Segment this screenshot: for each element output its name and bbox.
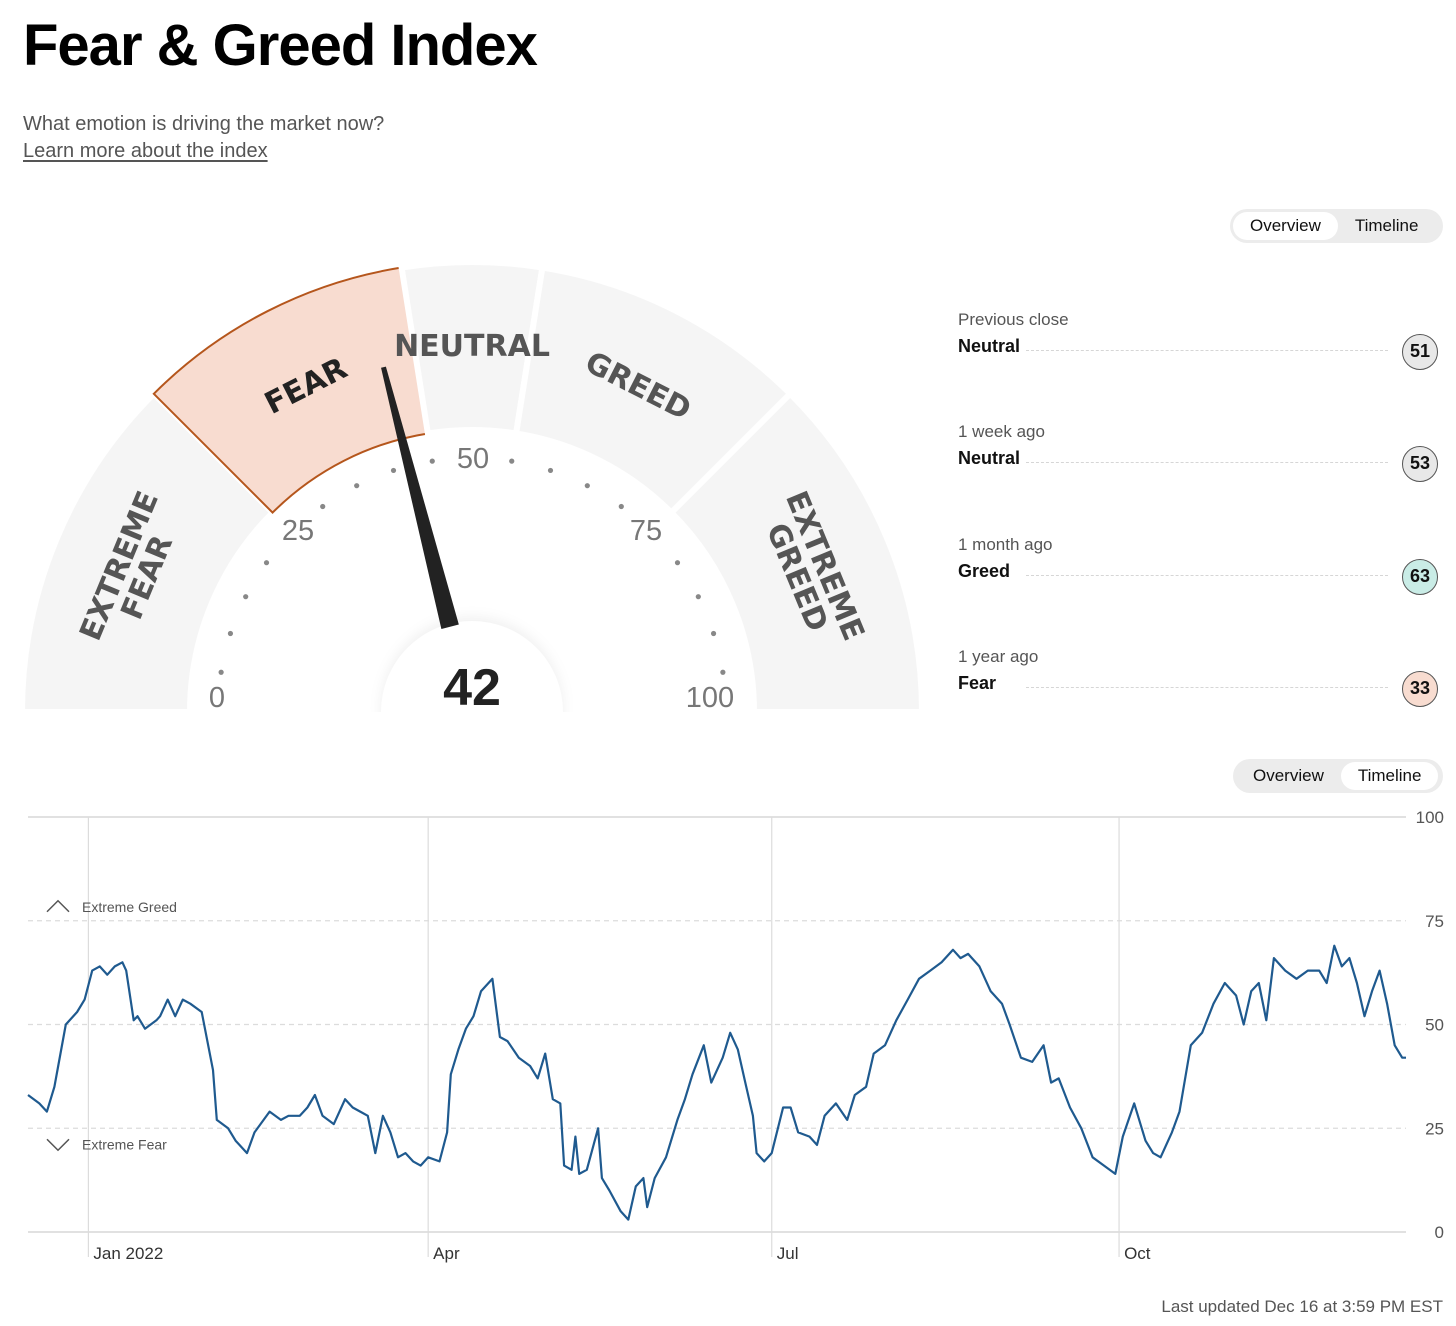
history-period: 1 year ago (958, 647, 1039, 666)
gauge-dot (227, 630, 234, 637)
gauge-dot (547, 467, 554, 474)
chevron-down-icon (46, 1138, 70, 1152)
x-tick-label: Jan 2022 (93, 1244, 163, 1263)
gauge-tick-labels: 0 25 50 75 100 (209, 443, 734, 714)
fear-greed-series-line (27, 944, 1406, 1221)
history-leader (1026, 462, 1388, 463)
y-tick-label: 0 (1435, 1223, 1444, 1242)
overview-tab[interactable]: Overview (1253, 766, 1324, 785)
gauge-dot (710, 630, 717, 637)
y-tick-label: 75 (1425, 912, 1444, 931)
learn-more-link[interactable]: Learn more about the index (23, 140, 268, 162)
history-row: 1 month ago Greed 63 (958, 525, 1438, 605)
gauge-dot (243, 594, 249, 600)
page-subtitle: What emotion is driving the market now? (23, 113, 385, 135)
history-score-badge: 33 (1402, 671, 1438, 707)
extreme-greed-label: Extreme Greed (82, 899, 177, 915)
gauge-dot (354, 483, 360, 489)
view-toggle-top: Overview Timeline (1230, 209, 1443, 243)
gauge-dot (674, 560, 681, 566)
gauge-dot (695, 594, 701, 600)
gauge-segment-extreme-greed (667, 389, 926, 715)
history-period: 1 week ago (958, 422, 1045, 441)
last-updated: Last updated Dec 16 at 3:59 PM EST (1161, 1297, 1443, 1316)
x-tick-label: Apr (433, 1244, 460, 1263)
gauge-segments (18, 259, 926, 715)
history-leader (1026, 350, 1388, 351)
chevron-up-icon (46, 899, 70, 913)
extreme-fear-label: Extreme Fear (82, 1136, 167, 1152)
history-score-badge: 63 (1402, 559, 1438, 595)
history-period: Previous close (958, 310, 1069, 329)
view-toggle-bottom: Overview Timeline (1233, 759, 1443, 793)
history-row: 1 year ago Fear 33 (958, 637, 1438, 717)
gauge-dot (390, 467, 397, 474)
gauge-dot (509, 458, 515, 464)
history-period: 1 month ago (958, 535, 1053, 554)
gauge-tick-label: 75 (630, 515, 662, 547)
gauge-dot (618, 503, 624, 510)
gauge-baseline-mask (0, 712, 940, 735)
gauge-needle (381, 366, 459, 630)
y-tick-label: 100 (1416, 808, 1444, 827)
history-row: 1 week ago Neutral 53 (958, 412, 1438, 492)
gauge-label-neutral: NEUTRAL (394, 329, 550, 364)
history-leader (1026, 687, 1388, 688)
gauge-tick-label: 100 (686, 682, 734, 714)
y-tick-label: 50 (1425, 1016, 1444, 1035)
timeline-tab[interactable]: Timeline (1340, 762, 1439, 790)
gauge-dot (429, 458, 435, 464)
y-tick-label: 25 (1425, 1119, 1444, 1138)
gauge-tick-label: 25 (282, 515, 314, 547)
page-title: Fear & Greed Index (23, 13, 538, 78)
history-score-badge: 51 (1402, 334, 1438, 370)
history-leader (1026, 575, 1388, 576)
history-score-badge: 53 (1402, 446, 1438, 482)
gauge-dot (263, 560, 270, 566)
history-label: Fear (958, 673, 997, 693)
gauge-dot (584, 483, 590, 489)
x-tick-label: Jul (777, 1244, 799, 1263)
gauge-tick-label: 50 (457, 443, 489, 475)
x-tick-label: Oct (1124, 1244, 1151, 1263)
timeline-chart: 0 25 50 75 100 Jan 2022 Apr Jul Oct Extreme Greed… (27, 808, 1444, 1263)
history-label: Greed (958, 561, 1011, 581)
history-row: Previous close Neutral 51 (958, 300, 1438, 380)
gauge-hub (381, 621, 563, 735)
gauge-dot (320, 503, 326, 510)
gauge-tick-label: 0 (209, 682, 225, 714)
gauge-dot (720, 669, 726, 675)
gauge-dot (218, 669, 224, 675)
gauge-tick-dots (218, 458, 726, 675)
history-label: Neutral (958, 448, 1021, 468)
overview-tab[interactable]: Overview (1233, 212, 1338, 240)
timeline-tab[interactable]: Timeline (1354, 216, 1419, 235)
history-label: Neutral (958, 336, 1021, 356)
gauge-value: 42 (443, 659, 501, 717)
